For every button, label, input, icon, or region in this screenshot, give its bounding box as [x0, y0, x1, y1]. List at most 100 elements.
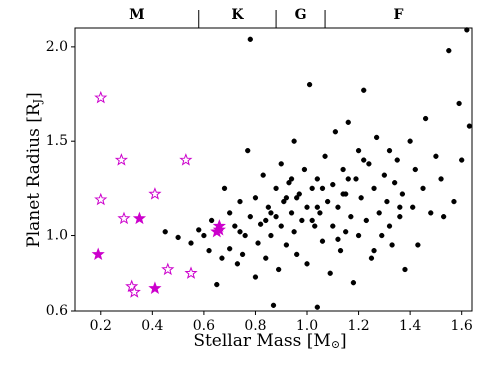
point	[394, 157, 400, 163]
point	[291, 229, 297, 235]
x-tick-label: 0.8	[244, 318, 266, 334]
point	[355, 147, 362, 154]
point	[196, 227, 202, 233]
point	[214, 281, 220, 288]
point	[278, 161, 284, 167]
point	[304, 261, 310, 267]
point	[397, 214, 403, 220]
point	[273, 214, 279, 220]
point	[440, 214, 447, 220]
star-point	[161, 262, 175, 276]
point	[399, 191, 406, 197]
point	[294, 251, 300, 258]
point	[348, 214, 354, 220]
point	[232, 223, 238, 229]
point	[288, 176, 295, 182]
point	[227, 210, 233, 216]
y-tick-label: 2.0	[46, 39, 68, 55]
y-tick-label: 1.0	[46, 228, 68, 244]
point	[234, 261, 241, 267]
point	[433, 153, 439, 159]
point	[438, 176, 444, 182]
point	[464, 27, 470, 33]
x-label-end: ]	[340, 331, 347, 351]
point	[446, 47, 452, 54]
star-point	[94, 192, 108, 206]
point	[330, 181, 336, 188]
point	[247, 36, 253, 42]
star-point	[179, 153, 193, 166]
point	[324, 198, 331, 205]
point	[242, 232, 248, 239]
point	[340, 166, 346, 173]
star-point	[125, 279, 139, 293]
point	[335, 204, 341, 210]
star-point	[210, 224, 224, 238]
point	[265, 204, 271, 210]
point	[286, 180, 292, 186]
point	[162, 229, 168, 235]
point	[451, 198, 457, 205]
point	[332, 129, 339, 135]
point	[358, 195, 364, 201]
star-point	[114, 153, 128, 166]
star-point	[127, 285, 141, 298]
point	[263, 255, 269, 261]
star-point	[94, 90, 108, 104]
point	[327, 270, 333, 276]
point	[456, 100, 462, 107]
point	[410, 204, 416, 210]
y-tick-label: 1.5	[46, 133, 68, 149]
point	[422, 115, 429, 122]
point	[219, 255, 225, 261]
point	[288, 210, 295, 216]
point	[335, 236, 341, 242]
point	[312, 223, 318, 229]
point	[371, 185, 377, 192]
x-tick-label: 0.6	[193, 318, 215, 334]
point	[402, 266, 408, 273]
spectral-type-label: G	[295, 7, 307, 23]
point	[361, 157, 367, 163]
point	[188, 240, 194, 246]
y-label-end: ]	[24, 92, 44, 99]
point	[201, 232, 207, 239]
point	[208, 217, 215, 224]
x-tick-label: 0.4	[141, 318, 163, 334]
point	[330, 223, 336, 229]
point	[291, 138, 297, 144]
point	[355, 232, 362, 239]
x-tick-label: 1.0	[296, 318, 318, 334]
point	[368, 255, 375, 261]
point	[415, 242, 421, 248]
point	[345, 119, 351, 125]
point	[386, 147, 393, 154]
point	[239, 251, 246, 258]
point	[340, 191, 346, 197]
spectral-type-label: M	[129, 7, 145, 23]
point	[257, 221, 264, 227]
point	[299, 217, 305, 224]
plot-frame	[74, 27, 473, 312]
point	[392, 180, 398, 186]
point	[361, 87, 367, 93]
point	[263, 217, 269, 224]
point	[206, 247, 212, 254]
point	[397, 204, 403, 210]
point	[412, 166, 418, 173]
point	[247, 214, 253, 220]
point	[294, 195, 300, 201]
point	[237, 229, 243, 235]
point	[363, 217, 369, 224]
point	[322, 153, 328, 159]
point	[381, 172, 388, 178]
spectral-type-label: F	[394, 7, 404, 23]
point	[175, 234, 181, 241]
x-label-text: Stellar Mass [M	[193, 331, 331, 351]
point	[260, 172, 266, 178]
point	[420, 185, 426, 192]
x-label-sub: ⊙	[331, 338, 340, 351]
point	[314, 204, 320, 210]
point	[283, 242, 290, 248]
